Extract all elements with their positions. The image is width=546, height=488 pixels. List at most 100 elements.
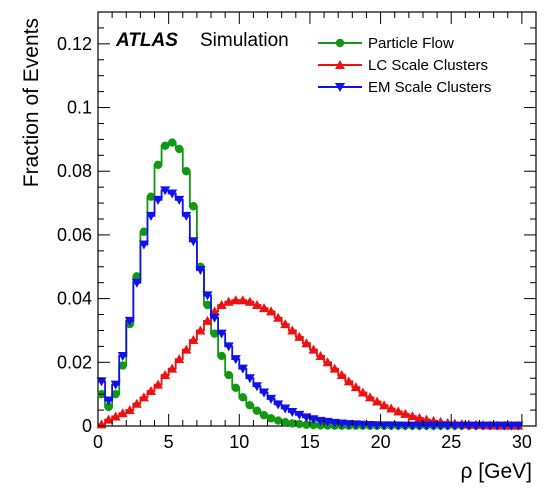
- y-tick-label: 0.06: [57, 225, 92, 245]
- data-point: [160, 186, 171, 196]
- legend-label: LC Scale Clusters: [368, 57, 488, 74]
- data-point: [259, 410, 269, 420]
- data-point: [223, 342, 234, 352]
- data-point: [302, 420, 311, 429]
- data-point: [322, 417, 333, 427]
- legend-label: EM Scale Clusters: [368, 79, 491, 96]
- series-lc-scale-clusters: [96, 295, 524, 430]
- data-point: [266, 306, 277, 316]
- data-point: [189, 202, 198, 211]
- series-step-line: [98, 189, 522, 427]
- data-point: [244, 296, 255, 306]
- x-tick-label: 0: [93, 432, 103, 452]
- data-point: [259, 388, 270, 398]
- data-point: [287, 407, 298, 417]
- data-point: [350, 420, 361, 430]
- data-point: [273, 400, 284, 410]
- data-point: [485, 421, 496, 431]
- data-point: [428, 421, 439, 431]
- y-tick-label: 0.12: [57, 34, 92, 54]
- data-point: [463, 421, 474, 431]
- data-point: [357, 420, 368, 430]
- data-point: [153, 160, 163, 170]
- data-point: [139, 227, 149, 236]
- data-point: [96, 377, 107, 387]
- data-point: [364, 392, 375, 402]
- data-point: [442, 421, 453, 431]
- data-point: [117, 408, 128, 418]
- data-point: [513, 421, 524, 431]
- series-em-scale-clusters: [96, 186, 524, 431]
- atlas-brand-label: ATLAS: [115, 30, 178, 51]
- data-point: [231, 383, 240, 392]
- legend-item: Particle Flow: [318, 35, 454, 52]
- data-point: [372, 421, 383, 431]
- data-point: [237, 364, 248, 374]
- x-tick-label: 10: [229, 432, 249, 452]
- data-point: [103, 396, 114, 406]
- data-point: [174, 195, 185, 205]
- data-point: [252, 406, 262, 415]
- data-point: [138, 240, 149, 250]
- data-point: [421, 421, 432, 431]
- data-point: [138, 392, 149, 402]
- data-point: [230, 355, 241, 365]
- data-point: [456, 421, 467, 431]
- data-point: [379, 400, 390, 410]
- data-point: [181, 344, 192, 354]
- series-layer: [96, 138, 524, 431]
- data-point: [209, 313, 220, 323]
- y-tick-label: 0.02: [57, 352, 92, 372]
- data-point: [393, 421, 404, 431]
- data-point: [188, 237, 199, 247]
- x-tick-label: 30: [512, 432, 532, 452]
- data-point: [280, 319, 291, 329]
- data-point: [238, 393, 248, 402]
- data-point: [245, 401, 255, 410]
- x-axis-title: ρ [GeV]: [461, 460, 532, 483]
- data-point: [266, 394, 277, 404]
- data-point: [259, 303, 270, 313]
- ticks-layer: 0 5 10 15 20 25 30 0 0.02 0.04 0.06 0.08 0.1 0.12: [57, 11, 537, 452]
- data-point: [132, 272, 142, 281]
- y-tick-label: 0.04: [57, 289, 92, 309]
- legend-label: Particle Flow: [368, 35, 454, 52]
- data-point: [357, 387, 368, 397]
- data-point: [492, 421, 503, 431]
- legend-marker: [335, 38, 345, 48]
- data-point: [336, 370, 347, 380]
- y-axis-title: Fraction of Events: [20, 18, 43, 187]
- data-point: [167, 363, 178, 373]
- data-point: [118, 361, 127, 370]
- data-point: [131, 398, 142, 408]
- data-point: [343, 420, 354, 430]
- data-point: [195, 325, 206, 335]
- data-point: [188, 335, 199, 345]
- data-point: [273, 416, 283, 425]
- data-point: [244, 374, 255, 384]
- data-point: [195, 265, 206, 275]
- data-point: [167, 189, 178, 199]
- data-point: [117, 351, 128, 361]
- data-point: [251, 299, 262, 309]
- data-point: [364, 421, 375, 431]
- simulation-label: Simulation: [200, 30, 289, 51]
- data-point: [202, 315, 213, 325]
- data-point: [407, 421, 418, 431]
- data-point: [160, 141, 170, 150]
- data-point: [400, 408, 411, 418]
- data-point: [160, 370, 171, 380]
- data-point: [322, 357, 333, 367]
- data-point: [329, 418, 340, 428]
- data-point: [182, 167, 191, 176]
- data-point: [407, 411, 418, 421]
- data-point: [379, 421, 390, 431]
- legend-item: EM Scale Clusters: [318, 79, 491, 96]
- data-point: [386, 403, 397, 413]
- data-point: [110, 380, 121, 390]
- legend-marker: [335, 60, 345, 69]
- x-tick-label: 5: [164, 432, 174, 452]
- data-point: [104, 402, 113, 412]
- data-point: [421, 414, 432, 424]
